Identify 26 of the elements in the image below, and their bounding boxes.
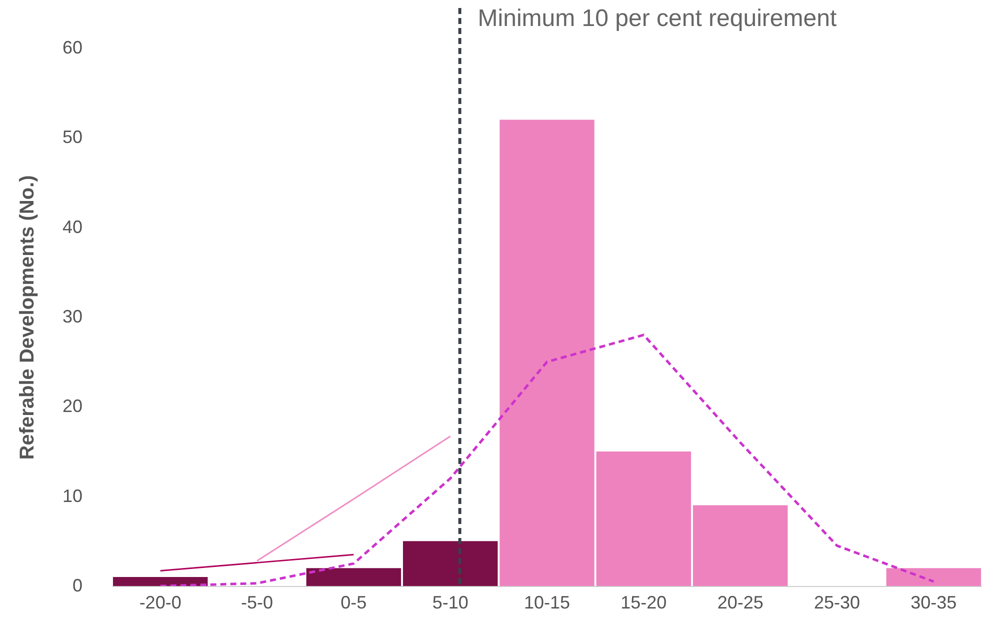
y-tick-label: 20: [62, 396, 82, 416]
x-tick-label: 0-5: [340, 592, 367, 612]
y-tick-label: 0: [72, 576, 82, 596]
x-tick-label: 25-30: [814, 592, 860, 612]
x-tick-label: 20-25: [717, 592, 764, 612]
x-tick-label: 15-20: [620, 592, 667, 612]
x-tick-label: -5-0: [240, 592, 274, 612]
x-tick-label: 30-35: [910, 592, 957, 612]
y-tick-label: 60: [62, 38, 82, 58]
bar: [692, 505, 788, 586]
y-tick-label: 30: [62, 306, 82, 326]
bar: [596, 452, 692, 586]
ref-line-label: Minimum 10 per cent requirement: [478, 5, 837, 32]
y-tick-label: 40: [62, 216, 82, 237]
bar: [500, 120, 594, 586]
y-axis-title: Referable Developments (No.): [16, 175, 38, 460]
bar: [402, 541, 498, 586]
line-series: [159, 334, 935, 586]
bar: [112, 577, 208, 586]
x-tick-label: 5-10: [432, 592, 468, 612]
y-tick-label: 50: [62, 127, 82, 148]
x-tick-label: 10-15: [524, 592, 570, 612]
y-tick-label: 10: [62, 486, 82, 506]
bar: [306, 568, 402, 586]
bar: [886, 568, 982, 586]
x-tick-label: -20-0: [139, 592, 182, 612]
